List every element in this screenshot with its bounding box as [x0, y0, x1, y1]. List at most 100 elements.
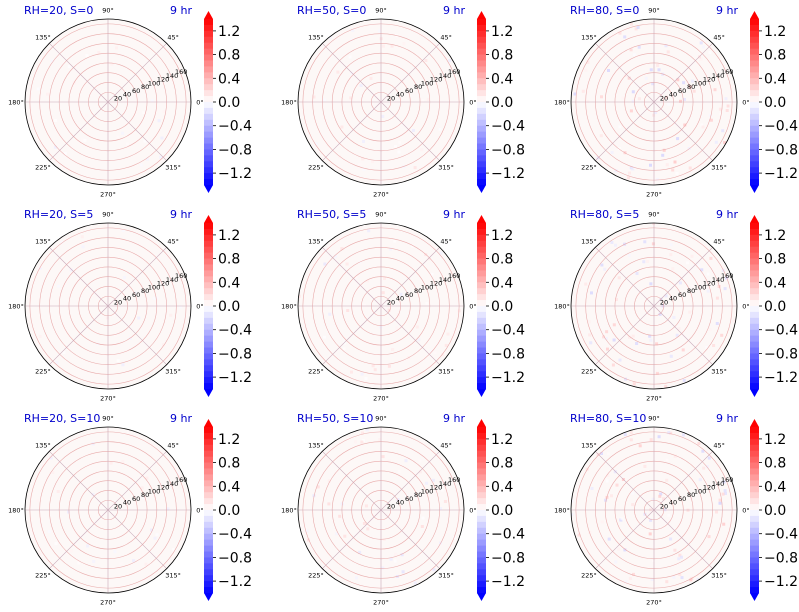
colorbar-tick-label: 1.2	[491, 228, 513, 244]
angle-tick-label: 180°	[554, 99, 570, 107]
colorbar-band	[204, 179, 213, 186]
colorbar-band	[477, 19, 486, 26]
radial-tick-label: 60	[132, 291, 140, 299]
radial-tick-label: 60	[132, 495, 140, 503]
colorbar-band	[477, 575, 486, 582]
colorbar-band	[477, 539, 486, 546]
radial-tick-label: 160	[721, 476, 733, 484]
angular-gridline	[653, 101, 713, 161]
colorbar-band	[477, 557, 486, 564]
angle-tick-label: 0°	[469, 507, 476, 515]
speckle-cell	[643, 240, 647, 244]
colorbar-band	[750, 42, 759, 50]
speckle-cell	[725, 109, 729, 112]
speckle-cell	[708, 51, 712, 55]
colorbar-band	[204, 102, 213, 109]
speckle-cell	[378, 438, 382, 441]
colorbar-band	[204, 294, 213, 301]
speckle-cell	[662, 497, 666, 501]
colorbar-tick-label: 1.2	[491, 24, 513, 40]
radial-tick-label: 140	[166, 72, 178, 80]
radial-tick-label: 120	[703, 484, 715, 492]
colorbar-band	[204, 480, 213, 487]
angle-tick-label: 180°	[8, 303, 24, 311]
radial-tick-label: 100	[421, 283, 433, 291]
speckle-cell	[425, 301, 429, 305]
colorbar-band	[477, 137, 486, 144]
colorbar-band	[477, 149, 486, 156]
speckle-cell	[153, 536, 157, 540]
speckle-cell	[343, 341, 346, 345]
colorbar-band	[477, 317, 486, 325]
colorbar-band	[204, 119, 213, 127]
speckle-cell	[715, 296, 719, 300]
colorbar-tick-label: 0.4	[764, 71, 786, 87]
speckle-cell	[441, 353, 445, 357]
speckle-cell	[573, 92, 577, 96]
speckle-cell	[686, 261, 689, 265]
angular-gridline	[595, 247, 655, 307]
speckle-cell	[673, 454, 677, 458]
angular-gridline	[380, 509, 440, 569]
speckle-cell	[707, 456, 711, 460]
colorbar-extend-max	[477, 215, 486, 223]
angle-tick-label: 225°	[308, 368, 324, 376]
speckle-cell	[669, 431, 673, 435]
colorbar-tick-label: 0.8	[218, 456, 240, 472]
colorbar-tick-label: 0.8	[218, 48, 240, 64]
speckle-cell	[400, 553, 404, 557]
speckle-cell	[613, 263, 617, 267]
speckle-cell	[604, 337, 608, 341]
colorbar-band	[204, 510, 213, 517]
colorbar-band	[477, 486, 486, 493]
speckle-cell	[688, 85, 692, 89]
colorbar-band	[477, 365, 486, 372]
speckle-cell	[365, 279, 369, 283]
speckle-layer	[30, 430, 181, 566]
speckle-cell	[637, 97, 641, 101]
speckle-cell	[63, 152, 67, 155]
colorbar-band	[204, 371, 213, 378]
speckle-cell	[159, 155, 163, 159]
speckle-cell	[377, 29, 381, 33]
speckle-cell	[134, 291, 138, 295]
radial-tick-label: 140	[439, 480, 451, 488]
panel-time-label: 9 hr	[170, 412, 192, 425]
speckle-cell	[389, 557, 393, 561]
radial-tick-label: 60	[405, 87, 413, 95]
speckle-cell	[162, 110, 166, 114]
polar-panel: 0°45°90°135°180°225°270°315°20 40 60 801001…	[554, 208, 750, 403]
speckle-cell	[664, 294, 668, 298]
colorbar-band	[477, 306, 486, 313]
speckle-cell	[381, 291, 385, 295]
speckle-cell	[359, 84, 363, 87]
panel-time-label: 9 hr	[716, 412, 738, 425]
colorbar-tick-label: −0.8	[218, 142, 252, 158]
angular-gridline	[653, 509, 713, 569]
colorbar-tick-label: −1.2	[218, 370, 252, 386]
speckle-cell	[132, 559, 136, 563]
colorbar-band	[204, 427, 213, 434]
speckle-cell	[137, 316, 141, 320]
speckle-cell	[649, 282, 653, 286]
panel-title: RH=80, S=10	[570, 412, 646, 425]
speckle-cell	[46, 92, 50, 96]
polar-panel: 0°45°90°135°180°225°270°315°20 40 60 801001…	[554, 4, 750, 199]
angle-tick-label: 90°	[375, 415, 387, 423]
colorbar-band	[477, 131, 486, 138]
colorbar-band	[477, 347, 486, 354]
colorbar-band	[477, 66, 486, 73]
speckle-cell	[665, 458, 669, 462]
speckle-cell	[732, 319, 736, 323]
colorbar-band	[477, 179, 486, 186]
polar-boundary	[297, 18, 465, 186]
radial-tick-label: 60	[132, 87, 140, 95]
radial-tick-label: 100	[694, 487, 706, 495]
angle-tick-label: 90°	[648, 211, 660, 219]
speckle-cell	[629, 48, 633, 52]
speckle-cell	[715, 322, 719, 325]
colorbar-band	[204, 60, 213, 67]
colorbar-band	[477, 581, 486, 588]
speckle-cell	[658, 312, 662, 316]
speckle-cell	[661, 153, 665, 157]
